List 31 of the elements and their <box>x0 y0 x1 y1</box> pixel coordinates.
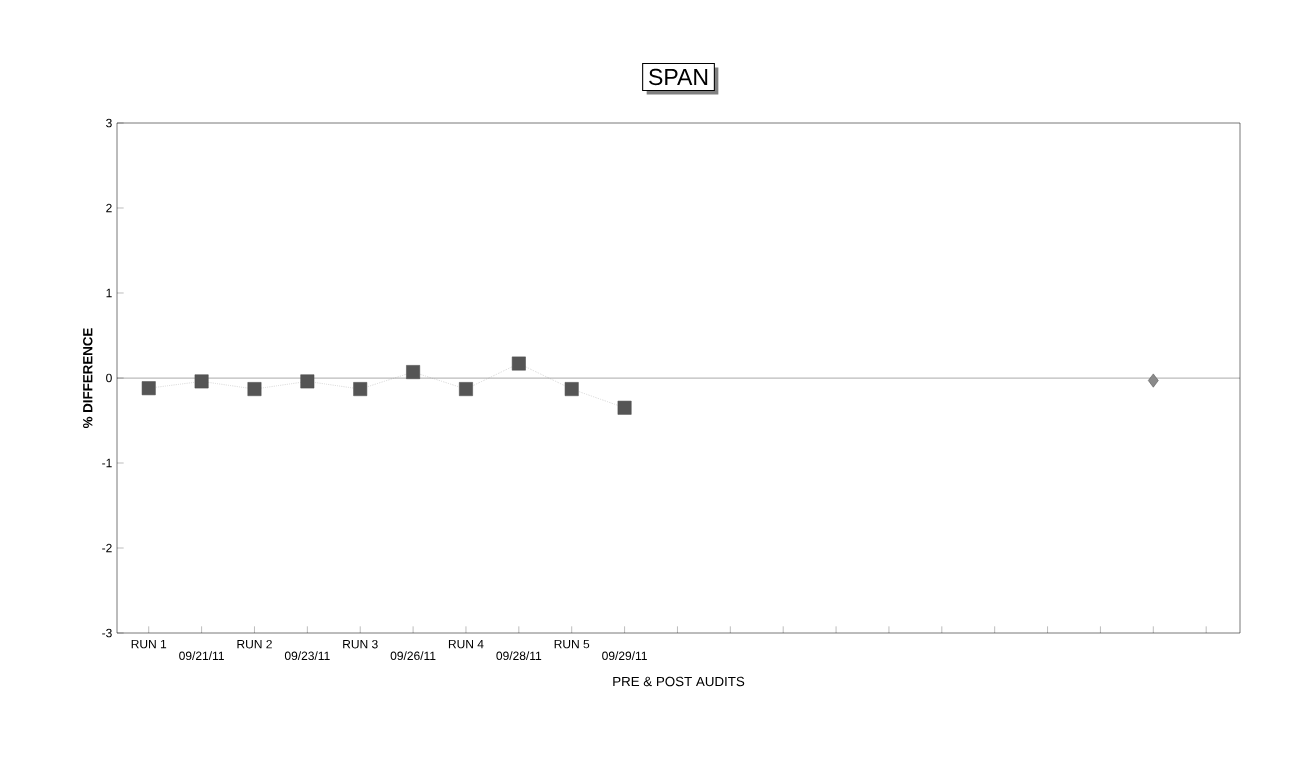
point <box>511 356 526 371</box>
x-tick-label: 09/23/11 <box>284 651 330 661</box>
point <box>247 382 262 396</box>
y-axis-title: % DIFFERENCE <box>83 328 93 429</box>
point <box>459 382 473 396</box>
y-tick-label: -1 <box>102 458 112 468</box>
y-tick-label: 3 <box>106 118 112 128</box>
point <box>353 382 368 396</box>
y-tick-label: 1 <box>106 288 112 298</box>
x-tick-label: 09/28/11 <box>496 651 542 661</box>
x-tick-label: 09/29/11 <box>602 651 647 661</box>
point <box>1148 373 1159 388</box>
point <box>194 374 209 389</box>
x-tick-label: RUN 1 <box>131 639 167 649</box>
x-tick-label: 09/21/11 <box>179 651 224 661</box>
point <box>300 374 315 389</box>
point <box>141 381 156 396</box>
y-tick-label: -2 <box>102 543 112 553</box>
x-tick-label: RUN 5 <box>554 639 590 649</box>
x-tick-label: RUN 2 <box>237 639 272 649</box>
point <box>406 365 421 379</box>
y-tick-label: -3 <box>102 628 112 638</box>
x-tick-label: 09/26/11 <box>390 651 436 661</box>
chart-title: SPAN <box>649 68 708 86</box>
x-tick-label: RUN 3 <box>343 639 378 649</box>
y-tick-label: 0 <box>106 373 112 383</box>
point <box>617 400 632 415</box>
x-axis-title: PRE & POST AUDITS <box>613 676 745 687</box>
point <box>564 382 579 396</box>
y-tick-label: 2 <box>106 203 112 213</box>
x-tick-label: RUN 4 <box>448 639 484 649</box>
